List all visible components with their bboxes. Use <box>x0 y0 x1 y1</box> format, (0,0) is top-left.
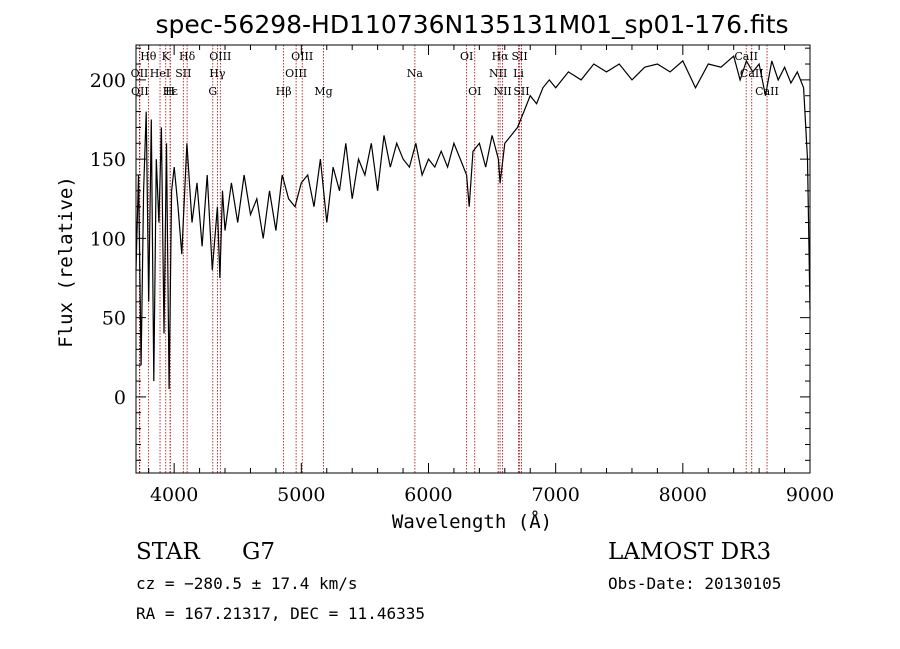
line-label: SII <box>175 67 191 80</box>
x-axis-label: Wavelength (Å) <box>392 510 552 533</box>
line-label: CaII <box>734 50 758 63</box>
line-label: HeI <box>150 67 170 80</box>
chart-title: spec-56298-HD110736N135131M01_sp01-176.f… <box>155 10 788 39</box>
line-label: Hβ <box>276 85 292 98</box>
spectrum-line <box>135 55 811 390</box>
y-tick-label: 150 <box>90 149 126 171</box>
line-label: K <box>162 50 171 63</box>
x-tick-label: 7000 <box>531 484 579 506</box>
x-tick-label: 6000 <box>404 484 452 506</box>
line-label: Hγ <box>209 67 226 80</box>
line-label: Hθ <box>140 50 157 63</box>
spectral-line-markers <box>139 45 768 473</box>
ra-dec: RA = 167.21317, DEC = 11.46335 <box>136 604 425 623</box>
line-label: SII <box>512 50 528 63</box>
x-axis-ticks: 4000 5000 6000 7000 8000 9000 <box>148 45 834 506</box>
line-label: CaII <box>755 85 779 98</box>
line-label: NII <box>493 85 511 98</box>
line-label: OI <box>468 85 481 98</box>
y-tick-label: 200 <box>90 70 126 92</box>
line-label: OIII <box>209 50 231 63</box>
line-label: Li <box>513 67 524 80</box>
y-tick-label: 0 <box>114 387 126 409</box>
line-label: OII <box>131 67 149 80</box>
plot-frame <box>135 44 811 474</box>
line-label: Hε <box>163 85 179 98</box>
line-label: G <box>208 85 217 98</box>
object-subclass: G7 <box>242 539 275 565</box>
y-axis-ticks: 0 50 100 150 200 <box>90 47 810 461</box>
line-label: Hα <box>492 50 510 63</box>
line-label: OI <box>460 50 473 63</box>
line-label: SII <box>513 85 529 98</box>
x-tick-label: 4000 <box>150 484 198 506</box>
x-tick-label: 9000 <box>786 484 834 506</box>
line-label: NII <box>489 67 507 80</box>
obs-date: Obs-Date: 20130105 <box>608 574 781 593</box>
y-tick-label: 100 <box>90 228 126 250</box>
line-label: Na <box>407 67 424 80</box>
line-label: OIII <box>291 50 313 63</box>
line-label: OIII <box>285 67 307 80</box>
y-tick-label: 50 <box>102 308 126 330</box>
redshift-cz: cz = −280.5 ± 17.4 km/s <box>136 574 358 593</box>
line-label: Hδ <box>179 50 196 63</box>
survey-name: LAMOST DR3 <box>608 539 771 565</box>
x-tick-label: 8000 <box>659 484 707 506</box>
line-label: Mg <box>314 85 332 98</box>
object-class: STAR <box>136 539 200 565</box>
line-label: H <box>165 85 175 98</box>
y-axis-label: Flux (relative) <box>55 176 77 348</box>
line-label: CaII <box>740 67 764 80</box>
x-tick-label: 5000 <box>277 484 325 506</box>
line-label: OII <box>131 85 149 98</box>
